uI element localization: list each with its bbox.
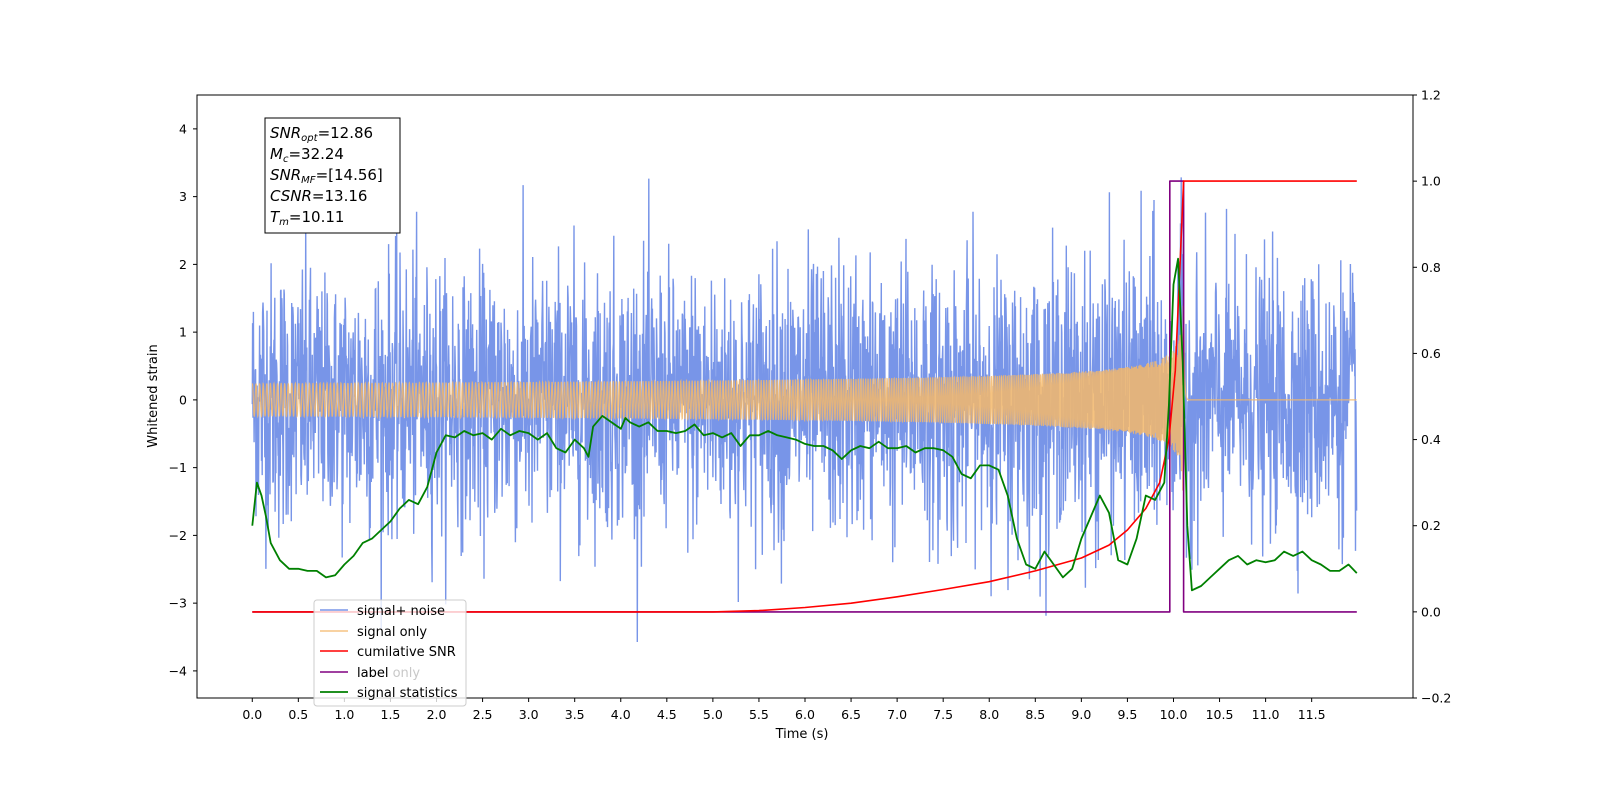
x-tick-label: 2.5 (473, 707, 493, 722)
x-tick-label: 10.5 (1206, 707, 1234, 722)
y-left-tick-label: 4 (179, 121, 187, 136)
x-tick-label: 0.0 (242, 707, 262, 722)
y-left-tick-label: −1 (169, 460, 187, 475)
series-label (252, 180, 1357, 613)
x-tick-label: 1.0 (334, 707, 354, 722)
x-tick-label: 9.5 (1117, 707, 1137, 722)
y-left-tick-label: 1 (179, 325, 187, 340)
x-tick-label: 8.0 (979, 707, 999, 722)
y-right-tick-label: 1.2 (1421, 88, 1441, 103)
y-left-tick-label: −2 (169, 528, 187, 543)
x-tick-label: 6.0 (795, 707, 815, 722)
x-tick-label: 3.0 (519, 707, 539, 722)
x-tick-label: 9.0 (1071, 707, 1091, 722)
x-tick-label: 4.5 (657, 707, 677, 722)
y-left-tick-label: −4 (169, 663, 187, 678)
annotation-line: Mc=32.24 (270, 145, 344, 165)
x-tick-label: 11.0 (1252, 707, 1280, 722)
x-tick-label: 2.0 (427, 707, 447, 722)
series-cumulative-snr (252, 180, 1357, 613)
annotation-box: SNRopt=12.86Mc=32.24SNRMF=[14.56]CSNR=13… (264, 117, 401, 234)
x-tick-label: 3.5 (565, 707, 585, 722)
y-right-tick-label: 1.0 (1421, 174, 1441, 189)
annotation-line: Tm=10.11 (270, 208, 344, 228)
y-right-tick-label: −0.2 (1421, 691, 1451, 706)
y-left-tick-label: 2 (179, 257, 187, 272)
y-left-tick-label: −3 (169, 596, 187, 611)
y-right-tick-label: 0.4 (1421, 432, 1441, 447)
y-axis-left-ticks: 4 3 2 1 0 −1 −2 −3 −4 (169, 121, 197, 678)
legend: label only signal+ noise signal only cumil… (313, 599, 467, 707)
label-line (252, 180, 1357, 613)
y-right-tick-label: 0.6 (1421, 346, 1441, 361)
y-right-tick-label: 0.2 (1421, 518, 1441, 533)
x-tick-label: 6.5 (841, 707, 861, 722)
series-signal-only (251, 305, 1357, 491)
x-tick-label: 1.5 (381, 707, 401, 722)
y-left-tick-label: 0 (179, 392, 187, 407)
y-axis-label: Whitened strain (146, 344, 161, 447)
legend-label: signal statistics (357, 686, 458, 701)
cumulative-snr-line (252, 180, 1357, 613)
legend-hidden-text: label only (357, 666, 420, 681)
x-tick-label: 10.0 (1160, 707, 1188, 722)
legend-label: signal+ noise (357, 604, 445, 619)
annotation-line: CSNR=13.16 (270, 187, 367, 205)
series-signal-statistics (251, 257, 1358, 592)
plot-area (251, 177, 1358, 643)
x-tick-label: 11.5 (1298, 707, 1326, 722)
x-axis-label: Time (s) (775, 727, 829, 742)
signal-statistics-line (251, 257, 1358, 592)
x-tick-label: 0.5 (288, 707, 308, 722)
y-left-tick-label: 3 (179, 189, 187, 204)
legend-label: label (357, 666, 388, 681)
x-tick-label: 7.5 (933, 707, 953, 722)
y-axis-right-ticks: 1.2 1.0 0.8 0.6 0.4 0.2 0.0 −0.2 (1413, 88, 1451, 706)
y-right-tick-label: 0.8 (1421, 260, 1441, 275)
x-tick-label: 5.5 (749, 707, 769, 722)
x-tick-label: 8.5 (1025, 707, 1045, 722)
x-tick-label: 4.0 (611, 707, 631, 722)
x-axis-ticks: 0.0 0.5 1.0 1.5 2.0 2.5 3.0 3.5 4.0 4.5 5.0 5.5 6.0 6… (242, 698, 1326, 722)
y-right-tick-label: 0.0 (1421, 604, 1441, 619)
annotation-line: SNRopt=12.86 (270, 124, 373, 144)
legend-label: signal only (357, 625, 427, 640)
x-tick-label: 5.0 (703, 707, 723, 722)
x-tick-label: 7.0 (887, 707, 907, 722)
signal-trace (251, 305, 1357, 491)
annotation-line: SNRMF=[14.56] (270, 166, 383, 186)
legend-label: cumilative SNR (357, 645, 456, 660)
